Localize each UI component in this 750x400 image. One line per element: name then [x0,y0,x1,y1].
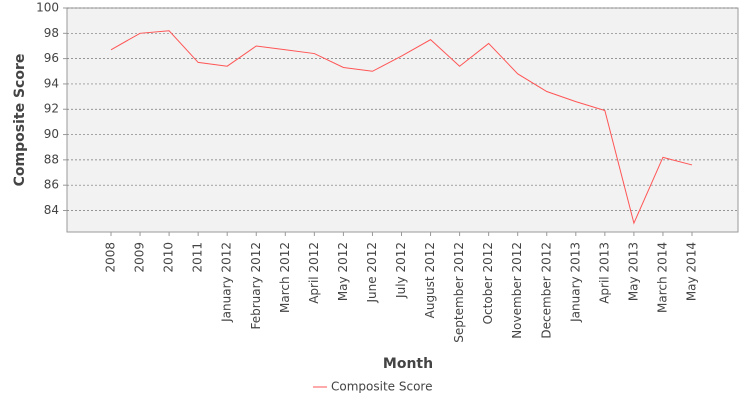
series-line [110,30,693,225]
x-tick-label: November 2012 [510,242,524,339]
x-tick-label: August 2012 [423,242,437,318]
y-tick-label: 94 [44,76,59,90]
x-tick-label: March 2012 [278,242,292,313]
y-tick-label: 96 [44,51,59,65]
legend-label: Composite Score [331,380,432,394]
y-tick-label: 98 [44,26,59,40]
y-axis-title: Composite Score [12,54,28,187]
x-tick-label: October 2012 [481,242,495,324]
x-tick-label: July 2012 [394,242,408,299]
x-tick-label: September 2012 [452,242,466,343]
x-tick-label: January 2012 [220,242,234,323]
y-tick-label: 86 [44,178,59,192]
x-tick-label: 2009 [133,242,147,273]
y-tick-label: 100 [36,1,59,15]
x-tick-label: April 2012 [307,242,321,304]
x-tick-label: March 2014 [655,242,669,313]
y-tick-label: 92 [44,102,59,116]
x-tick-label: February 2012 [249,242,263,330]
y-tick-label: 88 [44,152,59,166]
x-tick-label: 2011 [191,242,205,273]
x-tick-label: April 2013 [597,242,611,304]
x-tick-label: January 2013 [568,242,582,323]
x-tick-label: May 2012 [336,242,350,301]
x-tick-label: December 2012 [539,242,553,339]
x-tick-label: May 2014 [685,242,699,301]
x-tick-label: 2008 [104,242,118,273]
y-tick-label: 90 [44,127,59,141]
x-tick-label: May 2013 [626,242,640,301]
x-tick-label: June 2012 [365,242,379,304]
x-tick-label: 2010 [162,242,176,273]
y-tick-label: 84 [44,203,59,217]
x-axis-title: Month [383,356,433,372]
plot-area [66,7,739,233]
